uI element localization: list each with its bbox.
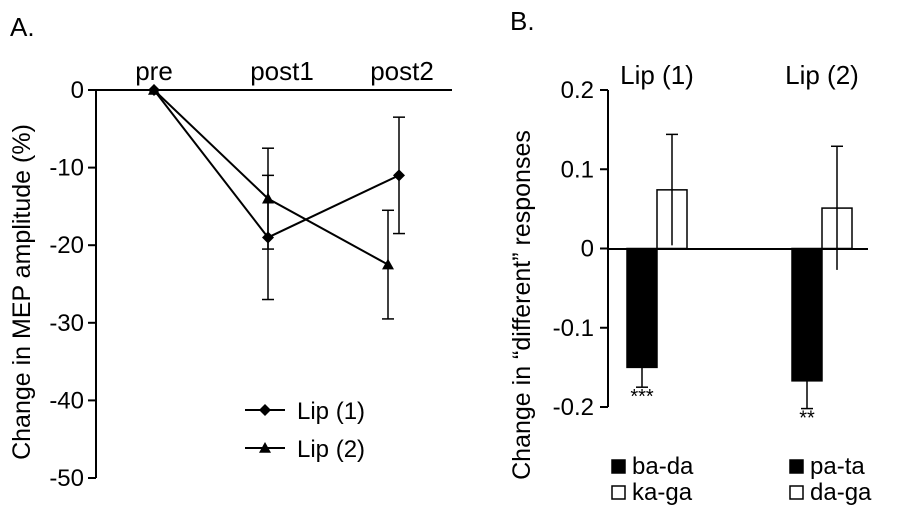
empty-square-icon <box>789 485 804 500</box>
panel-a-series-line <box>153 89 400 239</box>
panel-a-y-tick-label: -40 <box>49 387 84 414</box>
panel-b-y-axis-label: Change in “different” responses <box>508 130 536 480</box>
panel-b-significance: *** <box>630 386 654 408</box>
empty-square-icon <box>611 485 626 500</box>
panel-b-y-tick-label: -0.2 <box>553 394 594 421</box>
filled-square-icon <box>611 459 626 474</box>
panel-b-y-tick-label: 0 <box>581 236 594 263</box>
triangle-marker-icon <box>259 442 271 453</box>
panel-a-label: A. <box>10 12 35 42</box>
diamond-marker-icon <box>259 404 271 416</box>
panel-a-legend-label: Lip (1) <box>297 398 365 425</box>
panel-a-point <box>382 258 394 270</box>
panel-b-group-title: Lip (1) <box>620 60 694 90</box>
panel-a-x-label: post1 <box>250 56 314 86</box>
panel-a-y-tick-label: -50 <box>49 465 84 492</box>
panel-a-point <box>393 169 405 182</box>
panel-a-y-tick-label: -30 <box>49 310 84 337</box>
panel-a-legend-label: Lip (2) <box>297 436 365 463</box>
panel-b-legend-label: da-ga <box>810 479 872 506</box>
filled-square-icon <box>789 459 804 474</box>
panel-a-x-label: post2 <box>370 56 434 86</box>
panel-a-x-label: pre <box>135 56 173 86</box>
panel-b-label: B. <box>510 6 535 36</box>
panel-a: A. Change in MEP amplitude (%) 0 -10 -20 -3… <box>8 12 452 492</box>
panel-a-point <box>262 192 274 204</box>
panel-b-y-tick-label: 0.2 <box>561 77 594 104</box>
panel-b-legend-label: ba-da <box>632 453 694 480</box>
panel-a-y-tick-label: 0 <box>71 77 84 104</box>
panel-a-y-tick-label: -10 <box>49 155 84 182</box>
panel-b-significance: ** <box>799 408 815 430</box>
panel-a-point <box>148 84 160 95</box>
panel-b-legend-label: ka-ga <box>632 479 693 506</box>
panel-b-group-title: Lip (2) <box>785 60 859 90</box>
panel-b-y-tick-label: 0.1 <box>561 156 594 183</box>
panel-a-y-axis-label: Change in MEP amplitude (%) <box>8 124 36 460</box>
panel-b: B. Change in “different” responses 0.2 0.… <box>508 6 872 506</box>
panel-b-legend-label: pa-ta <box>810 453 865 480</box>
panel-b-y-tick-label: -0.1 <box>553 315 594 342</box>
panel-a-y-tick-label: -20 <box>49 232 84 259</box>
